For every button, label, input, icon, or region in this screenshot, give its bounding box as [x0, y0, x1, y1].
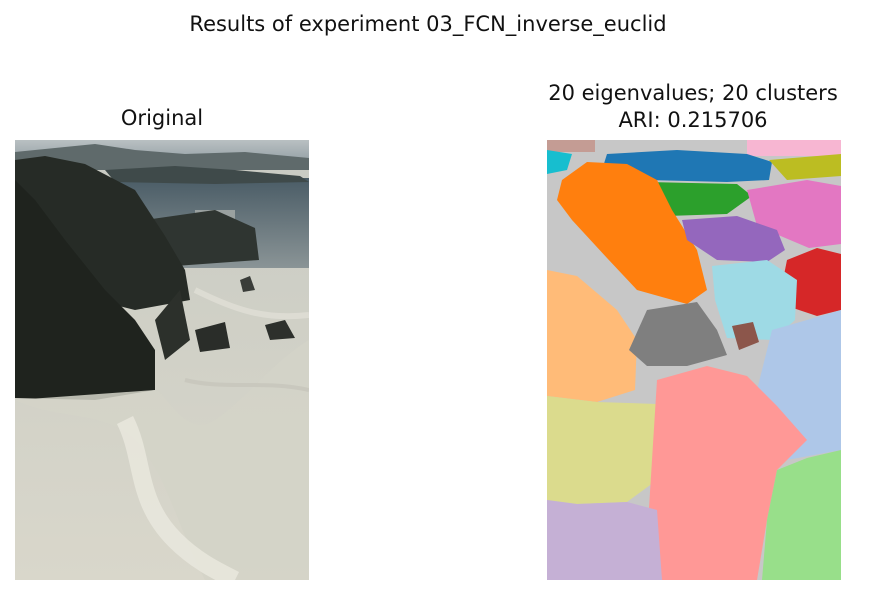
- cluster-region: [547, 396, 657, 504]
- clustering-result-title: 20 eigenvalues; 20 clusters ARI: 0.21570…: [520, 80, 866, 134]
- figure-suptitle: Results of experiment 03_FCN_inverse_euc…: [189, 12, 667, 36]
- cluster-region: [712, 260, 797, 340]
- ari-score-label: ARI: 0.215706: [618, 108, 768, 132]
- original-image-title: Original: [120, 106, 204, 130]
- cluster-region: [547, 270, 637, 402]
- clustering-params-label: 20 eigenvalues; 20 clusters: [548, 81, 838, 105]
- cluster-region: [682, 216, 785, 262]
- cluster-region: [647, 366, 807, 580]
- cluster-region: [647, 182, 752, 216]
- cluster-region: [557, 162, 707, 304]
- cluster-region: [732, 322, 759, 350]
- cluster-segmentation-image: [547, 140, 841, 580]
- cluster-region: [547, 500, 662, 580]
- cluster-region: [783, 248, 841, 316]
- cluster-region: [769, 154, 841, 180]
- cluster-region: [762, 450, 841, 580]
- cluster-region: [547, 140, 595, 152]
- cluster-map: [547, 140, 841, 580]
- coastal-cliffs-photo: [15, 140, 309, 580]
- cluster-region: [747, 140, 841, 156]
- original-image: [15, 140, 309, 580]
- cluster-region: [629, 302, 727, 366]
- cluster-region: [547, 150, 572, 174]
